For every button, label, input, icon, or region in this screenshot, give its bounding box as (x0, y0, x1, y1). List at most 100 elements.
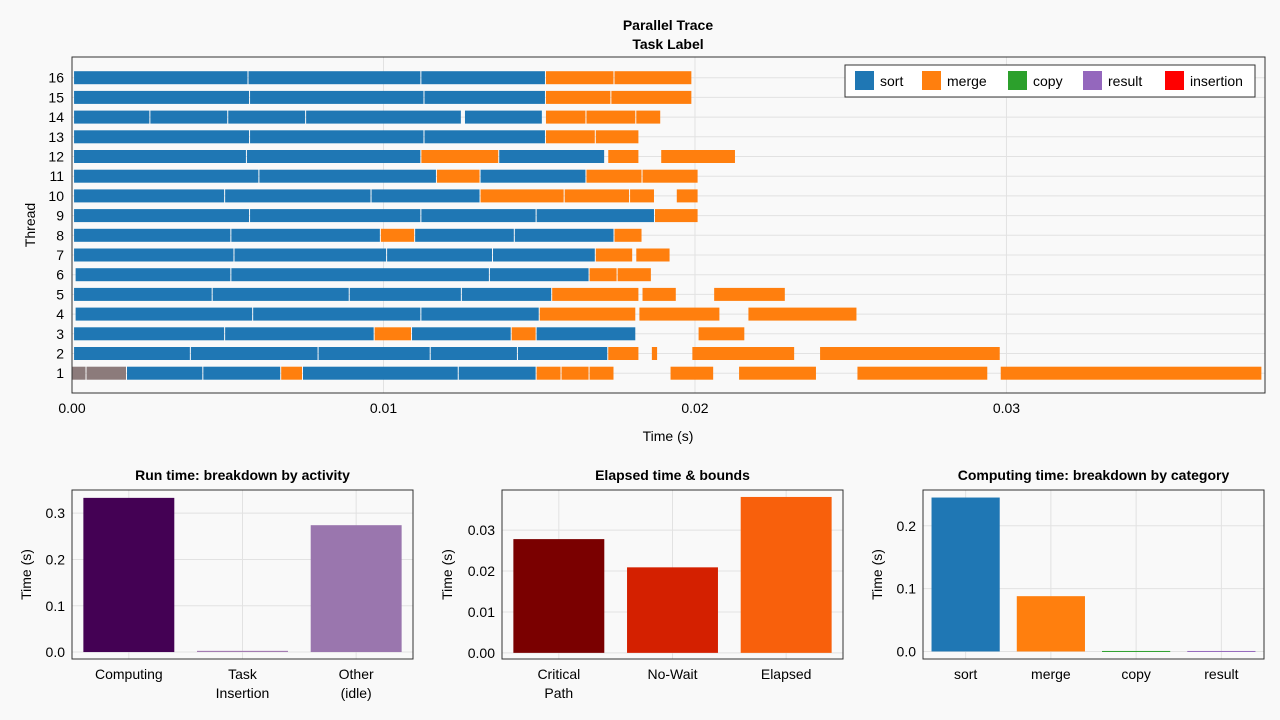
gantt-task-bar (74, 110, 150, 124)
gantt-task-bar (642, 287, 676, 301)
gantt-task-bar (630, 189, 654, 203)
gantt-task-bar (371, 189, 480, 203)
computing-time-category-chart: Computing time: breakdown by category 0.0… (869, 467, 1265, 682)
gantt-task-bar (714, 287, 785, 301)
gantt-task-bar (636, 110, 661, 124)
gantt-task-bar (306, 110, 461, 124)
gantt-task-bar (74, 248, 234, 262)
gantt-task-bar (246, 150, 421, 163)
elapsed-bar (627, 567, 718, 653)
gantt-task-bar (387, 248, 493, 262)
computing-title: Computing time: breakdown by category (958, 467, 1230, 483)
gantt-task-bar (74, 130, 250, 144)
gantt-task-bar (499, 150, 605, 163)
gantt-task-bar (74, 228, 231, 242)
gantt-task-bar (74, 347, 190, 360)
computing-x-tick-label: result (1204, 666, 1238, 682)
elapsed-bar (513, 539, 605, 653)
gantt-task-bar (250, 209, 421, 223)
gantt-task-bar (74, 71, 248, 85)
gantt-y-tick-label: 4 (56, 306, 64, 322)
gantt-task-bar (458, 366, 536, 380)
gantt-task-bar (545, 110, 586, 124)
elapsed-x-tick-label: Critical (537, 666, 580, 682)
gantt-task-bar (212, 287, 349, 301)
gantt-x-tick-label: 0.02 (681, 400, 708, 416)
gantt-task-bar (374, 327, 412, 341)
legend-label-result: result (1108, 73, 1142, 89)
gantt-task-bar (436, 169, 480, 183)
gantt-task-bar (250, 130, 424, 144)
gantt-y-ticks: 16 15 14 13 12 11 10 9 8 7 6 5 4 3 2 1 (48, 70, 64, 382)
run-time-plot-frame (71, 489, 414, 660)
elapsed-y-tick-label: 0.02 (468, 563, 495, 579)
gantt-y-tick-label: 8 (56, 227, 64, 243)
gantt-task-bar (536, 327, 636, 341)
gantt-x-ticks: 0.00 0.01 0.02 0.03 (58, 400, 1020, 416)
run-time-bar (197, 650, 288, 652)
legend-swatch-copy (1008, 71, 1027, 90)
gantt-task-bar (539, 307, 636, 321)
gantt-task-bar (203, 366, 281, 380)
gantt-y-tick-label: 6 (56, 267, 64, 283)
gantt-task-bar (74, 169, 259, 183)
gantt-task-bar (480, 169, 586, 183)
run-time-title: Run time: breakdown by activity (135, 467, 350, 483)
gantt-task-bar (225, 327, 374, 341)
legend-swatch-merge (922, 71, 941, 90)
gantt-task-bar (225, 189, 371, 203)
gantt-y-tick-label: 5 (56, 286, 64, 302)
gantt-task-bar (820, 347, 1000, 360)
gantt-task-bar (424, 90, 545, 104)
gantt-task-bar (75, 268, 231, 282)
gantt-bars (72, 71, 1262, 380)
gantt-x-axis-label: Time (s) (643, 428, 694, 444)
gantt-task-bar (74, 90, 250, 104)
legend-label-insertion: insertion (1190, 73, 1243, 89)
gantt-task-bar (595, 130, 639, 144)
gantt-task-bar (253, 307, 421, 321)
gantt-task-bar (493, 248, 595, 262)
legend-box (844, 64, 1256, 98)
legend-swatch-result (1083, 71, 1102, 90)
gantt-task-bar (545, 130, 595, 144)
gantt-task-bar (464, 110, 542, 124)
gantt-task-bar (259, 169, 436, 183)
gantt-task-bar (611, 90, 692, 104)
gantt-subtitle: Task Label (632, 36, 703, 52)
gantt-x-tick-label: 0.01 (370, 400, 397, 416)
legend-swatch-insertion (1165, 71, 1184, 90)
gantt-task-bar (748, 307, 857, 321)
gantt-task-bar (74, 327, 225, 341)
gantt-task-bar (561, 366, 589, 380)
run-time-breakdown-chart: Run time: breakdown by activity 0.0 0.1 0.2… (18, 467, 414, 701)
gantt-task-bar (536, 366, 561, 380)
gantt-task-bar (150, 110, 228, 124)
gantt-task-bar (228, 110, 306, 124)
gantt-task-bar (461, 287, 552, 301)
gantt-task-bar (517, 347, 608, 360)
gantt-task-bar (480, 189, 564, 203)
gantt-task-bar (234, 248, 387, 262)
computing-bar (1187, 650, 1256, 652)
gantt-task-bar (636, 248, 670, 262)
computing-plot-frame (922, 489, 1265, 660)
gantt-task-bar (545, 90, 611, 104)
run-time-y-axis-label: Time (s) (18, 549, 34, 600)
gantt-plot-frame (71, 56, 1266, 394)
legend-label-copy: copy (1033, 73, 1063, 89)
gantt-task-bar (608, 150, 639, 163)
gantt-task-bar (739, 366, 816, 380)
gantt-title: Parallel Trace (623, 17, 714, 33)
gantt-task-bar (564, 189, 630, 203)
gantt-grid (71, 57, 1265, 393)
run-time-x-tick-label: Other (339, 666, 374, 682)
gantt-task-bar (231, 228, 380, 242)
computing-bar (1102, 650, 1171, 652)
gantt-y-tick-label: 12 (48, 149, 64, 165)
run-time-y-tick-label: 0.2 (46, 551, 66, 567)
gantt-x-tick-label: 0.00 (58, 400, 85, 416)
elapsed-y-tick-label: 0.00 (468, 645, 495, 661)
gantt-task-bar (1000, 366, 1262, 380)
gantt-task-bar (676, 189, 698, 203)
